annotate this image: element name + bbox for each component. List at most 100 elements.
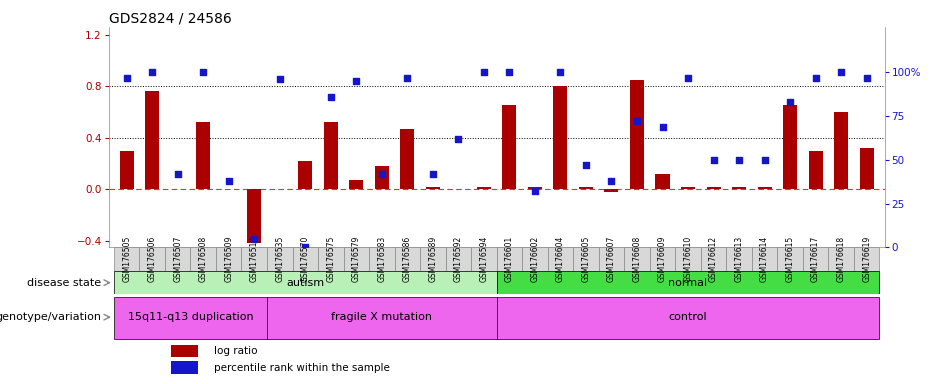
Point: [324, 94, 339, 100]
Text: GSM176614: GSM176614: [760, 236, 769, 282]
Point: [527, 188, 542, 194]
Bar: [318, 247, 343, 271]
Text: autism: autism: [287, 278, 324, 288]
Bar: [196, 122, 210, 189]
Point: [731, 157, 746, 163]
Bar: [624, 247, 650, 271]
Bar: [604, 189, 619, 192]
Bar: [139, 247, 165, 271]
Bar: [834, 112, 849, 189]
Bar: [732, 187, 746, 189]
Bar: [701, 247, 727, 271]
Point: [451, 136, 466, 142]
Bar: [477, 187, 491, 189]
Bar: [727, 247, 752, 271]
Text: GSM176510: GSM176510: [250, 236, 259, 282]
Text: GDS2824 / 24586: GDS2824 / 24586: [109, 12, 232, 26]
Bar: [324, 122, 338, 189]
Text: GSM176583: GSM176583: [377, 236, 386, 282]
Bar: [426, 187, 440, 189]
Text: GSM176507: GSM176507: [173, 236, 183, 282]
Bar: [114, 247, 139, 271]
Text: GSM176570: GSM176570: [301, 236, 309, 282]
Text: GSM176508: GSM176508: [199, 236, 208, 282]
Point: [629, 118, 644, 124]
Text: GSM176505: GSM176505: [122, 236, 131, 282]
Point: [221, 178, 236, 184]
Text: GSM176601: GSM176601: [505, 236, 514, 282]
Bar: [446, 247, 471, 271]
Point: [706, 157, 721, 163]
Bar: [778, 247, 803, 271]
Bar: [650, 247, 675, 271]
Bar: [829, 247, 854, 271]
Bar: [758, 187, 772, 189]
Point: [655, 124, 670, 130]
Point: [604, 178, 619, 184]
Text: 15q11-q13 duplication: 15q11-q13 duplication: [128, 312, 254, 322]
Bar: [752, 247, 778, 271]
Bar: [420, 247, 446, 271]
Bar: [171, 361, 198, 374]
Point: [119, 74, 134, 81]
Bar: [860, 148, 874, 189]
Bar: [707, 187, 721, 189]
Bar: [471, 247, 497, 271]
Bar: [145, 91, 159, 189]
Point: [833, 69, 849, 75]
Point: [808, 74, 823, 81]
Bar: [171, 345, 198, 357]
Text: GSM176610: GSM176610: [684, 236, 692, 282]
Point: [349, 78, 364, 84]
Text: GSM176618: GSM176618: [836, 236, 846, 282]
Point: [247, 235, 262, 242]
Point: [400, 74, 415, 81]
Bar: [114, 297, 267, 339]
Point: [170, 171, 185, 177]
Bar: [681, 187, 695, 189]
Bar: [579, 187, 593, 189]
Text: percentile rank within the sample: percentile rank within the sample: [214, 362, 390, 372]
Text: GSM176613: GSM176613: [734, 236, 744, 282]
Text: GSM176592: GSM176592: [454, 236, 463, 282]
Bar: [369, 247, 394, 271]
Bar: [630, 80, 644, 189]
Text: GSM176607: GSM176607: [607, 236, 616, 282]
Point: [477, 69, 492, 75]
Bar: [809, 151, 823, 189]
Text: normal: normal: [669, 278, 708, 288]
Text: GSM176579: GSM176579: [352, 236, 360, 282]
Text: GSM176535: GSM176535: [275, 236, 284, 282]
Bar: [267, 297, 497, 339]
Text: control: control: [669, 312, 708, 322]
Point: [552, 69, 568, 75]
Bar: [656, 174, 670, 189]
Point: [782, 99, 797, 105]
Text: GSM176609: GSM176609: [658, 236, 667, 282]
Point: [272, 76, 288, 83]
Point: [196, 69, 211, 75]
Text: GSM176509: GSM176509: [224, 236, 234, 282]
Text: GSM176506: GSM176506: [148, 236, 157, 282]
Point: [578, 162, 593, 168]
Point: [145, 69, 160, 75]
Point: [680, 74, 695, 81]
Text: GSM176586: GSM176586: [403, 236, 412, 282]
Text: GSM176608: GSM176608: [633, 236, 641, 282]
Bar: [854, 247, 880, 271]
Text: GSM176589: GSM176589: [429, 236, 437, 282]
Text: GSM176605: GSM176605: [582, 236, 590, 282]
Text: GSM176612: GSM176612: [710, 236, 718, 282]
Bar: [114, 271, 497, 295]
Bar: [247, 189, 261, 243]
Point: [375, 171, 390, 177]
Bar: [528, 187, 542, 189]
Point: [426, 171, 441, 177]
Bar: [497, 271, 880, 295]
Bar: [400, 129, 414, 189]
Bar: [267, 247, 292, 271]
Point: [501, 69, 517, 75]
Bar: [292, 247, 318, 271]
Bar: [497, 297, 880, 339]
Bar: [599, 247, 624, 271]
